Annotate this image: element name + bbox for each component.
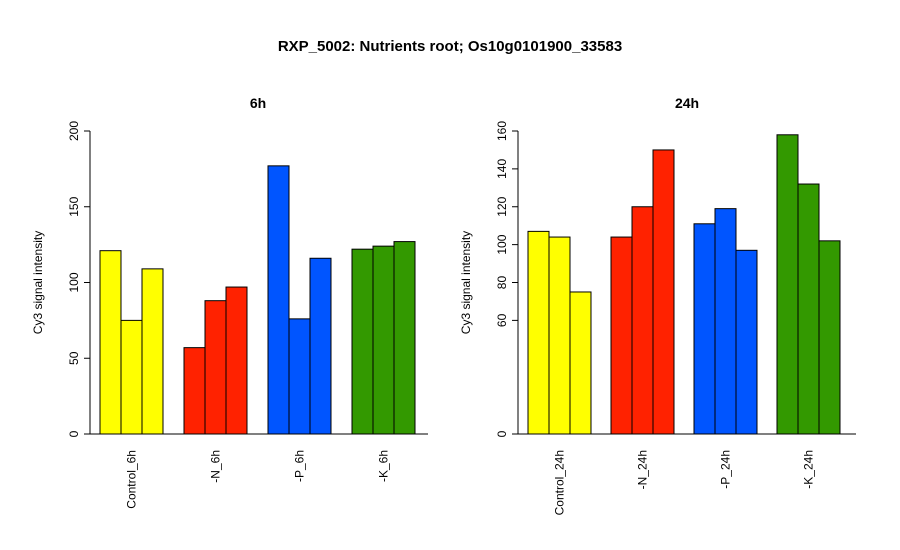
x-tick-label: -P_6h	[293, 450, 307, 482]
bar--P_6h-2	[288, 318, 311, 435]
panel-title: 24h	[675, 95, 699, 111]
y-tick-label: 0	[67, 430, 81, 437]
y-axis-label: Cy3 signal intensity	[31, 231, 45, 334]
bar-Control_6h-2	[120, 319, 143, 435]
y-tick-label: 200	[67, 121, 81, 141]
bar-Control_6h-3	[141, 268, 164, 435]
y-tick-label: 100	[495, 234, 509, 254]
figure-title: RXP_5002: Nutrients root; Os10g0101900_3…	[277, 38, 623, 55]
x-tick-label: Control_24h	[553, 450, 567, 515]
bar--N_6h-2	[204, 300, 227, 435]
chart-panel-6h: 6h Cy3 signal intensity 0 50 100 150 200 Contro…	[31, 95, 428, 509]
bar--N_24h-1	[610, 236, 633, 435]
bar--K_24h-2	[797, 183, 820, 435]
y-tick-label: 80	[495, 276, 509, 290]
y-tick-label: 0	[495, 430, 509, 437]
y-axis-label: Cy3 signal intensity	[459, 231, 473, 334]
chart-panel-24h: 24h Cy3 signal intensity 0 60 80 100 120 140 160…	[459, 95, 856, 515]
panel-title: 6h	[250, 95, 266, 111]
bar--N_24h-2	[631, 206, 654, 435]
bar--K_6h-2	[372, 245, 395, 435]
x-tick-label: -N_24h	[636, 450, 650, 489]
bar--P_6h-3	[309, 257, 332, 435]
bar--K_24h-1	[776, 134, 799, 435]
bar-Control_6h-1	[99, 250, 122, 435]
y-tick-label: 120	[495, 196, 509, 216]
bar--P_24h-2	[714, 208, 737, 435]
y-tick-label: 160	[495, 121, 509, 141]
x-tick-label: Control_6h	[125, 450, 139, 509]
bar--K_6h-1	[351, 248, 374, 435]
x-tick-label: -K_24h	[802, 450, 816, 489]
x-tick-label: -P_24h	[719, 450, 733, 489]
y-tick-label: 140	[495, 159, 509, 179]
bar--P_24h-1	[693, 223, 716, 435]
bar--P_6h-1	[267, 165, 290, 435]
y-tick-label: 150	[67, 196, 81, 216]
bar--N_6h-1	[183, 347, 206, 435]
bar--P_24h-3	[735, 249, 758, 435]
bar--N_6h-3	[225, 286, 248, 435]
y-tick-label: 50	[67, 351, 81, 365]
bar-Control_24h-1	[527, 230, 550, 435]
bar--N_24h-3	[652, 149, 675, 435]
bar-Control_24h-2	[548, 236, 571, 435]
bar--K_24h-3	[818, 240, 841, 435]
y-tick-label: 100	[67, 272, 81, 292]
x-tick-label: -K_6h	[377, 450, 391, 482]
y-tick-label: 60	[495, 313, 509, 327]
bar--K_6h-3	[393, 241, 416, 435]
x-tick-label: -N_6h	[209, 450, 223, 483]
bar-Control_24h-3	[569, 291, 592, 435]
